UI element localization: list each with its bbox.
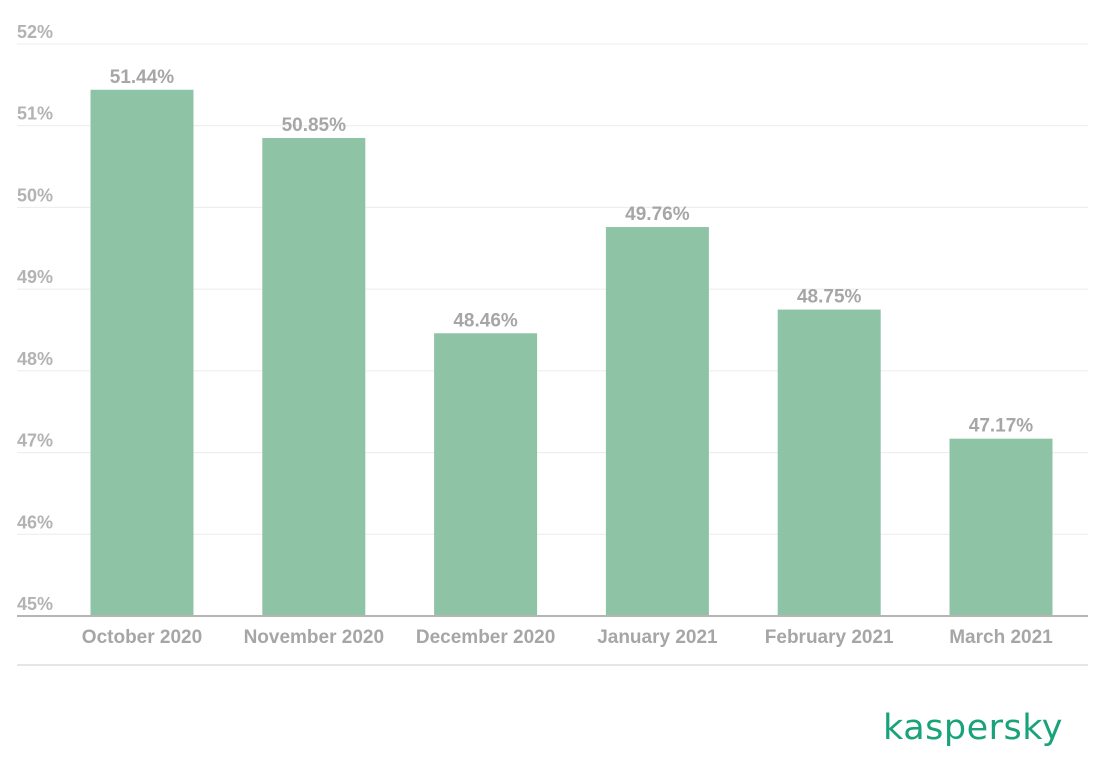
y-tick-label: 47% [17, 431, 53, 451]
grid-lines [17, 43, 1088, 535]
bar [777, 309, 881, 616]
y-tick-label: 52% [17, 22, 53, 42]
bar [434, 333, 538, 616]
x-category-label: December 2020 [416, 627, 555, 648]
bar [90, 89, 194, 616]
bar [949, 438, 1053, 616]
bar-value-label: 50.85% [282, 115, 347, 136]
data-labels: 51.44% 50.85% 48.46% 49.76% 48.75% 47.17% [110, 67, 1034, 437]
x-axis-labels: October 2020 November 2020 December 2020 Ja… [82, 627, 1053, 648]
x-category-label: February 2021 [765, 627, 894, 648]
y-tick-label: 48% [17, 349, 53, 369]
y-tick-label: 46% [17, 512, 53, 532]
bars [90, 89, 1053, 617]
kaspersky-logo: kaspersky [883, 708, 1063, 748]
x-category-label: October 2020 [82, 627, 202, 648]
x-category-label: March 2021 [949, 627, 1053, 648]
bar-value-label: 49.76% [625, 204, 690, 225]
bar-value-label: 51.44% [110, 67, 175, 88]
y-axis-ticks: 45% 46% 47% 48% 49% 50% 51% 52% [17, 22, 53, 614]
bar-value-label: 48.75% [797, 287, 862, 308]
y-tick-label: 50% [17, 185, 53, 205]
y-tick-label: 49% [17, 267, 53, 287]
bar-value-label: 47.17% [969, 416, 1034, 437]
y-tick-label: 51% [17, 104, 53, 124]
x-category-label: November 2020 [244, 627, 384, 648]
bar-value-label: 48.46% [453, 310, 518, 331]
y-tick-label: 45% [17, 594, 53, 614]
bar [262, 137, 366, 616]
x-category-label: January 2021 [597, 627, 718, 648]
bar [605, 227, 709, 617]
